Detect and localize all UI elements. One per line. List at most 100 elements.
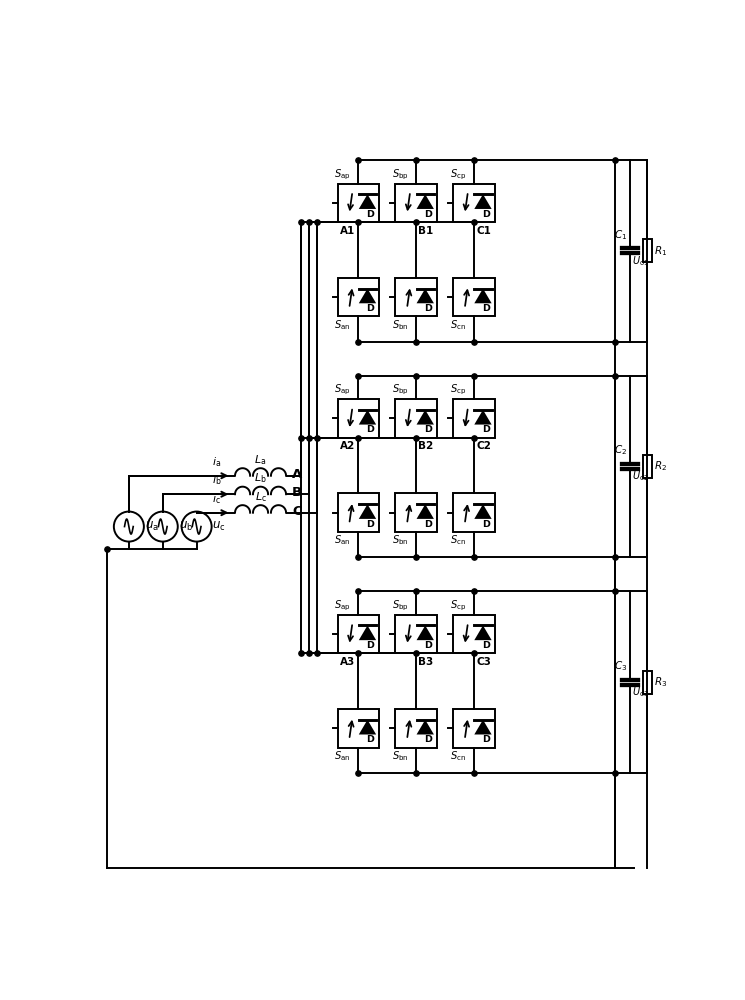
Text: A: A bbox=[292, 468, 302, 481]
Text: D: D bbox=[367, 641, 375, 650]
Text: $S_{\rm cp}$: $S_{\rm cp}$ bbox=[450, 598, 466, 613]
Text: D: D bbox=[482, 304, 490, 313]
Text: $S_{\rm cp}$: $S_{\rm cp}$ bbox=[450, 383, 466, 397]
Text: $S_{\rm ap}$: $S_{\rm ap}$ bbox=[335, 598, 351, 613]
Polygon shape bbox=[359, 720, 376, 734]
Polygon shape bbox=[475, 289, 492, 303]
Text: D: D bbox=[482, 641, 490, 650]
Bar bbox=[396, 709, 437, 748]
Text: D: D bbox=[425, 304, 432, 313]
Text: $R_1$: $R_1$ bbox=[654, 244, 668, 258]
Polygon shape bbox=[416, 194, 434, 209]
Text: A2: A2 bbox=[340, 441, 355, 451]
Text: $R_3$: $R_3$ bbox=[654, 675, 668, 689]
Text: $i_{\rm c}$: $i_{\rm c}$ bbox=[212, 492, 221, 506]
Text: $C_3$: $C_3$ bbox=[614, 659, 627, 673]
Text: $u_{\rm c}$: $u_{\rm c}$ bbox=[212, 520, 226, 533]
Text: D: D bbox=[425, 520, 432, 529]
Polygon shape bbox=[475, 504, 492, 519]
Text: C: C bbox=[292, 505, 302, 518]
Text: $L_{\rm b}$: $L_{\rm b}$ bbox=[254, 472, 267, 485]
Text: $S_{\rm bp}$: $S_{\rm bp}$ bbox=[392, 167, 409, 182]
Text: $C_1$: $C_1$ bbox=[614, 228, 627, 242]
Text: $S_{\rm bp}$: $S_{\rm bp}$ bbox=[392, 383, 409, 397]
Polygon shape bbox=[475, 194, 492, 209]
Bar bbox=[643, 239, 652, 262]
Bar bbox=[453, 709, 495, 748]
Bar bbox=[453, 184, 495, 222]
Text: $L_{\rm c}$: $L_{\rm c}$ bbox=[255, 490, 267, 504]
Bar bbox=[337, 278, 379, 316]
Text: D: D bbox=[367, 304, 375, 313]
Bar bbox=[643, 671, 652, 694]
Polygon shape bbox=[416, 625, 434, 640]
Polygon shape bbox=[359, 410, 376, 425]
Text: C1: C1 bbox=[476, 226, 491, 236]
Text: $L_{\rm a}$: $L_{\rm a}$ bbox=[254, 453, 267, 467]
Bar bbox=[337, 493, 379, 532]
Bar bbox=[453, 278, 495, 316]
Polygon shape bbox=[475, 720, 492, 734]
Text: D: D bbox=[367, 735, 375, 744]
Text: $S_{\rm an}$: $S_{\rm an}$ bbox=[335, 749, 351, 763]
Text: D: D bbox=[425, 210, 432, 219]
Text: $S_{\rm cp}$: $S_{\rm cp}$ bbox=[450, 167, 466, 182]
Bar bbox=[337, 709, 379, 748]
Bar bbox=[643, 455, 652, 478]
Text: $U_{\rm o2}$: $U_{\rm o2}$ bbox=[632, 470, 649, 483]
Polygon shape bbox=[475, 410, 492, 425]
Bar bbox=[453, 493, 495, 532]
Text: $S_{\rm cn}$: $S_{\rm cn}$ bbox=[450, 533, 466, 547]
Text: $U_{\rm o3}$: $U_{\rm o3}$ bbox=[632, 685, 649, 699]
Text: $S_{\rm bn}$: $S_{\rm bn}$ bbox=[392, 318, 408, 332]
Text: A1: A1 bbox=[340, 226, 355, 236]
Text: $S_{\rm ap}$: $S_{\rm ap}$ bbox=[335, 167, 351, 182]
Bar bbox=[453, 399, 495, 438]
Text: $S_{\rm an}$: $S_{\rm an}$ bbox=[335, 318, 351, 332]
Text: B: B bbox=[292, 486, 302, 499]
Text: $i_{\rm b}$: $i_{\rm b}$ bbox=[212, 473, 221, 487]
Polygon shape bbox=[416, 504, 434, 519]
Text: D: D bbox=[482, 425, 490, 434]
Text: D: D bbox=[425, 735, 432, 744]
Text: C2: C2 bbox=[476, 441, 491, 451]
Text: B3: B3 bbox=[419, 657, 434, 667]
Text: B1: B1 bbox=[419, 226, 434, 236]
Text: $C_2$: $C_2$ bbox=[614, 443, 627, 457]
Bar bbox=[396, 615, 437, 653]
Polygon shape bbox=[359, 194, 376, 209]
Text: D: D bbox=[482, 520, 490, 529]
Text: $S_{\rm cn}$: $S_{\rm cn}$ bbox=[450, 318, 466, 332]
Polygon shape bbox=[416, 289, 434, 303]
Polygon shape bbox=[359, 289, 376, 303]
Polygon shape bbox=[359, 625, 376, 640]
Polygon shape bbox=[359, 504, 376, 519]
Bar bbox=[337, 184, 379, 222]
Text: D: D bbox=[482, 735, 490, 744]
Text: D: D bbox=[367, 210, 375, 219]
Text: $S_{\rm bn}$: $S_{\rm bn}$ bbox=[392, 749, 408, 763]
Text: B2: B2 bbox=[419, 441, 434, 451]
Text: $u_{\rm b}$: $u_{\rm b}$ bbox=[179, 520, 193, 533]
Polygon shape bbox=[416, 720, 434, 734]
Text: D: D bbox=[482, 210, 490, 219]
Text: D: D bbox=[367, 520, 375, 529]
Text: C3: C3 bbox=[476, 657, 491, 667]
Text: A3: A3 bbox=[340, 657, 355, 667]
Text: $u_{\rm a}$: $u_{\rm a}$ bbox=[145, 520, 159, 533]
Bar bbox=[396, 493, 437, 532]
Polygon shape bbox=[475, 625, 492, 640]
Text: $S_{\rm ap}$: $S_{\rm ap}$ bbox=[335, 383, 351, 397]
Text: $i_{\rm a}$: $i_{\rm a}$ bbox=[212, 455, 221, 469]
Text: $S_{\rm bp}$: $S_{\rm bp}$ bbox=[392, 598, 409, 613]
Text: $R_2$: $R_2$ bbox=[654, 460, 667, 473]
Bar bbox=[396, 184, 437, 222]
Text: D: D bbox=[367, 425, 375, 434]
Bar bbox=[453, 615, 495, 653]
Bar bbox=[396, 278, 437, 316]
Bar bbox=[337, 399, 379, 438]
Text: D: D bbox=[425, 425, 432, 434]
Text: D: D bbox=[425, 641, 432, 650]
Text: $S_{\rm cn}$: $S_{\rm cn}$ bbox=[450, 749, 466, 763]
Text: $S_{\rm an}$: $S_{\rm an}$ bbox=[335, 533, 351, 547]
